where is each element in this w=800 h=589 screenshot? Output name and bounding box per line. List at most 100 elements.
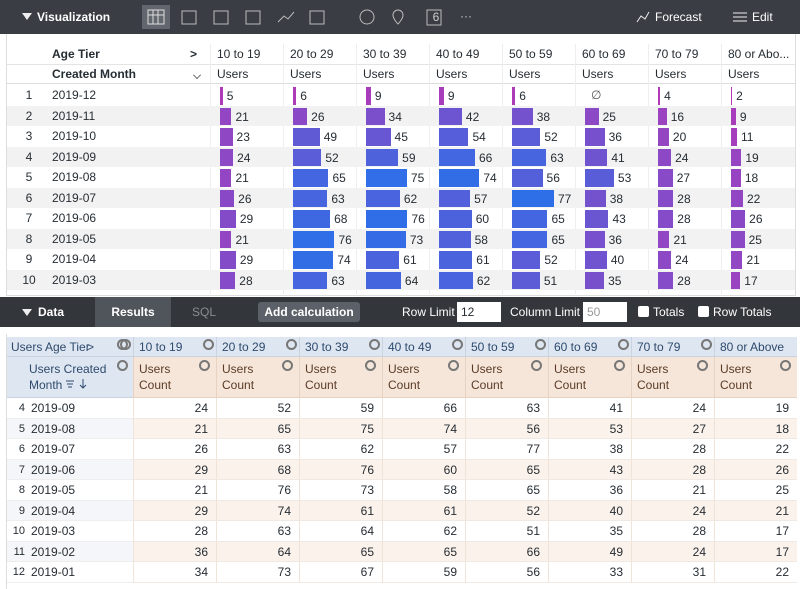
cell-value: 38: [609, 442, 623, 456]
badge-icon[interactable]: 6: [432, 10, 440, 24]
measure-header: Users Count: [471, 362, 504, 392]
bar-value: 2: [736, 89, 743, 103]
cell-value: 65: [443, 544, 457, 559]
viz-type-icons[interactable]: [142, 5, 472, 29]
bar-value: 77: [558, 191, 572, 206]
cell-value: 62: [360, 442, 374, 456]
bar: [731, 148, 742, 166]
cell-value: 76: [360, 462, 374, 477]
row-index: 4: [25, 149, 33, 164]
measure-cell-bg: [299, 562, 382, 583]
cell-value: 56: [526, 565, 540, 579]
gear-icon[interactable]: [701, 339, 712, 350]
cell-value: 75: [360, 421, 374, 436]
gear-icon[interactable]: [614, 360, 625, 371]
measure-cell-bg: [382, 562, 465, 583]
cell-value: 66: [443, 401, 457, 415]
edit-button[interactable]: Edit: [752, 10, 773, 24]
column-header: 80 or Abo...: [728, 47, 790, 61]
measure-cell-bg: [548, 500, 631, 521]
bar-value: 52: [544, 253, 558, 267]
row-totals-checkbox[interactable]: [698, 306, 709, 317]
column-header: 40 to 49: [388, 340, 432, 354]
row-index: 8: [25, 231, 33, 246]
viz-title[interactable]: Visualization: [37, 10, 111, 24]
row-month: 2019-04: [52, 252, 97, 266]
row-month: 2019-06: [52, 211, 97, 225]
bar: [658, 169, 673, 187]
measure-cell-bg: [548, 521, 631, 542]
gear-icon[interactable]: [203, 339, 214, 350]
collapse-icon[interactable]: [22, 13, 32, 21]
cell-value: 53: [609, 421, 623, 436]
gear-icon[interactable]: [365, 360, 376, 371]
bar-value: 20: [672, 130, 687, 144]
cell-value: 21: [194, 421, 208, 436]
data-title[interactable]: Data: [38, 305, 65, 319]
measure-header: Users: [655, 67, 687, 81]
gear-icon[interactable]: [369, 339, 380, 350]
gear-icon[interactable]: [282, 360, 293, 371]
gear-icon[interactable]: [531, 360, 542, 371]
bar-value: 58: [474, 232, 488, 247]
gear-icon[interactable]: [117, 360, 128, 371]
column-limit-input[interactable]: 50: [583, 302, 627, 322]
bar-value: 4: [664, 89, 671, 103]
sql-tab[interactable]: SQL: [192, 305, 217, 319]
bar: [293, 87, 297, 105]
header-row: [7, 44, 795, 84]
bar-value: 43: [612, 212, 626, 226]
forecast-icon: [636, 11, 650, 23]
gear-icon[interactable]: [535, 339, 546, 350]
bar: [585, 148, 608, 166]
measure-cell-bg: [631, 521, 714, 542]
bar-value: 36: [608, 232, 622, 247]
bar-value: 34: [388, 109, 402, 124]
bar-value: 74: [483, 171, 497, 185]
bar: [731, 128, 737, 146]
collapse-icon[interactable]: [22, 309, 32, 317]
bar-value: 65: [332, 171, 346, 185]
gear-icon[interactable]: [120, 339, 131, 350]
row-limit-input[interactable]: 12: [457, 302, 501, 322]
bar: [439, 210, 472, 228]
bar-value: 42: [465, 109, 480, 124]
results-tab[interactable]: Results: [95, 297, 171, 327]
bar: [366, 189, 400, 207]
cell-value: 67: [360, 565, 374, 579]
row-month: 2019-05: [31, 483, 76, 497]
cell-value: 19: [775, 401, 789, 415]
gear-icon[interactable]: [780, 360, 791, 371]
more-icon[interactable]: ···: [460, 9, 472, 23]
gear-icon[interactable]: [448, 360, 459, 371]
row-month: 2019-01: [31, 565, 76, 579]
gear-icon[interactable]: [697, 360, 708, 371]
add-calculation-button[interactable]: Add calculation: [258, 302, 360, 322]
bar-value: 9: [739, 109, 747, 124]
measure-cell-bg: [133, 459, 216, 480]
measure-header: Users: [436, 67, 468, 81]
sort-icons[interactable]: [65, 378, 89, 390]
gear-icon[interactable]: [199, 360, 210, 371]
bar-value: 51: [543, 273, 558, 288]
measure-cell-bg: [382, 521, 465, 542]
bar-value: 28: [239, 273, 253, 288]
measure-cell-bg: [133, 541, 216, 562]
gear-icon[interactable]: [618, 339, 629, 350]
gear-icon[interactable]: [452, 339, 463, 350]
measure-cell-bg: [631, 439, 714, 460]
measure-cell-bg: [216, 541, 299, 562]
forecast-button[interactable]: Forecast: [655, 10, 702, 24]
totals-checkbox[interactable]: [638, 306, 649, 317]
cell-value: 35: [609, 524, 623, 538]
row-index: 7: [18, 463, 25, 476]
dimension-cell-bg: [7, 459, 133, 480]
bar-value: 25: [748, 232, 762, 247]
bar-value: 63: [331, 273, 345, 288]
cell-value: 52: [277, 401, 291, 415]
bar-value: 63: [550, 150, 564, 165]
gear-icon[interactable]: [286, 339, 297, 350]
bar: [220, 128, 233, 146]
bar: [220, 210, 236, 228]
bar: [439, 107, 462, 125]
